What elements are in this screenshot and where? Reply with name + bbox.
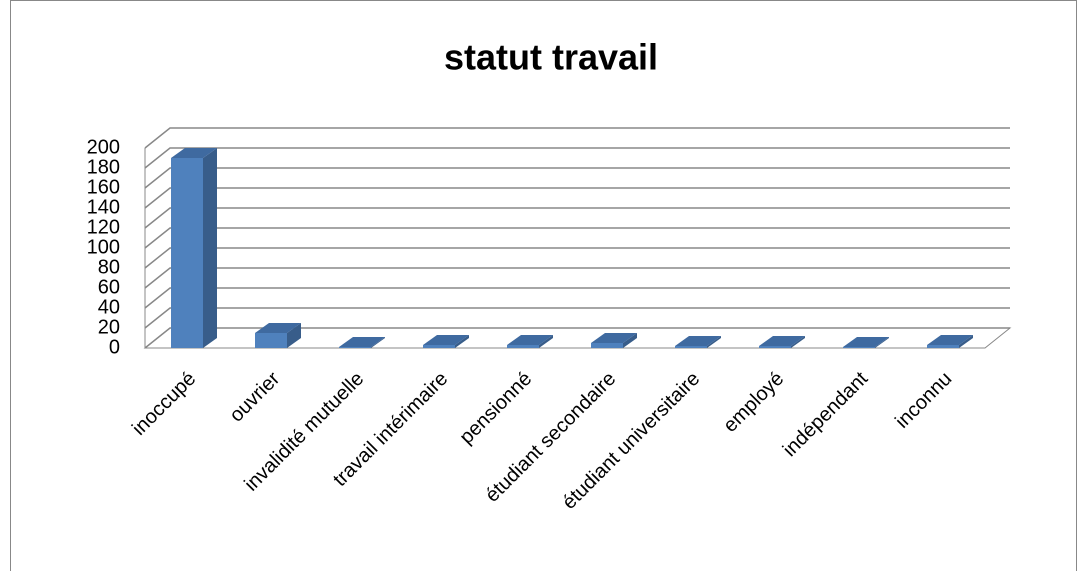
bar-side bbox=[791, 336, 805, 348]
y-tick-label: 200 bbox=[87, 136, 120, 158]
grid-line bbox=[144, 247, 1010, 269]
grid-line bbox=[144, 327, 1010, 349]
bar-top bbox=[339, 337, 385, 347]
y-tick-label: 140 bbox=[87, 196, 120, 218]
bar bbox=[423, 345, 455, 348]
bar bbox=[675, 346, 707, 348]
y-tick-label: 100 bbox=[87, 236, 120, 258]
bar bbox=[759, 346, 791, 348]
grid-line bbox=[144, 267, 1010, 289]
y-tick-label: 20 bbox=[98, 316, 120, 338]
y-tick-label: 160 bbox=[87, 176, 120, 198]
chart-title: statut travail bbox=[444, 37, 658, 78]
bar-side bbox=[959, 335, 973, 348]
bar-top bbox=[675, 336, 721, 346]
y-tick-label: 120 bbox=[87, 216, 120, 238]
bar-side bbox=[455, 335, 469, 348]
bar-top bbox=[507, 335, 553, 345]
grid-line bbox=[144, 147, 1010, 169]
bar-side bbox=[707, 336, 721, 348]
y-tick-label: 180 bbox=[87, 156, 120, 178]
bar-top bbox=[423, 335, 469, 345]
bar-side bbox=[623, 333, 637, 348]
chart-border bbox=[10, 0, 1077, 571]
bar bbox=[927, 345, 959, 348]
bar-top bbox=[591, 333, 637, 343]
bar-top bbox=[927, 335, 973, 345]
bar bbox=[339, 347, 371, 348]
bar-top bbox=[759, 336, 805, 346]
y-tick-label: 40 bbox=[98, 296, 120, 318]
grid-line bbox=[144, 307, 1010, 329]
bar bbox=[843, 347, 875, 348]
bar-side bbox=[287, 323, 301, 348]
bar-side bbox=[875, 337, 889, 348]
bar-top bbox=[255, 323, 301, 333]
y-tick-label: 0 bbox=[109, 336, 120, 358]
bar-top bbox=[171, 148, 217, 158]
grid-line bbox=[144, 207, 1010, 229]
grid-line bbox=[144, 127, 1010, 149]
grid-line bbox=[144, 167, 1010, 189]
y-tick-label: 60 bbox=[98, 276, 120, 298]
bar bbox=[171, 158, 203, 348]
grid-line bbox=[144, 187, 1010, 209]
bar-side bbox=[203, 148, 217, 348]
bar bbox=[507, 345, 539, 348]
bar-top bbox=[843, 337, 889, 347]
y-tick-label: 80 bbox=[98, 256, 120, 278]
bar-side bbox=[371, 337, 385, 348]
grid-line bbox=[144, 287, 1010, 309]
bar bbox=[255, 333, 287, 348]
bar bbox=[591, 343, 623, 348]
grid-line bbox=[144, 227, 1010, 249]
bar-side bbox=[539, 335, 553, 348]
